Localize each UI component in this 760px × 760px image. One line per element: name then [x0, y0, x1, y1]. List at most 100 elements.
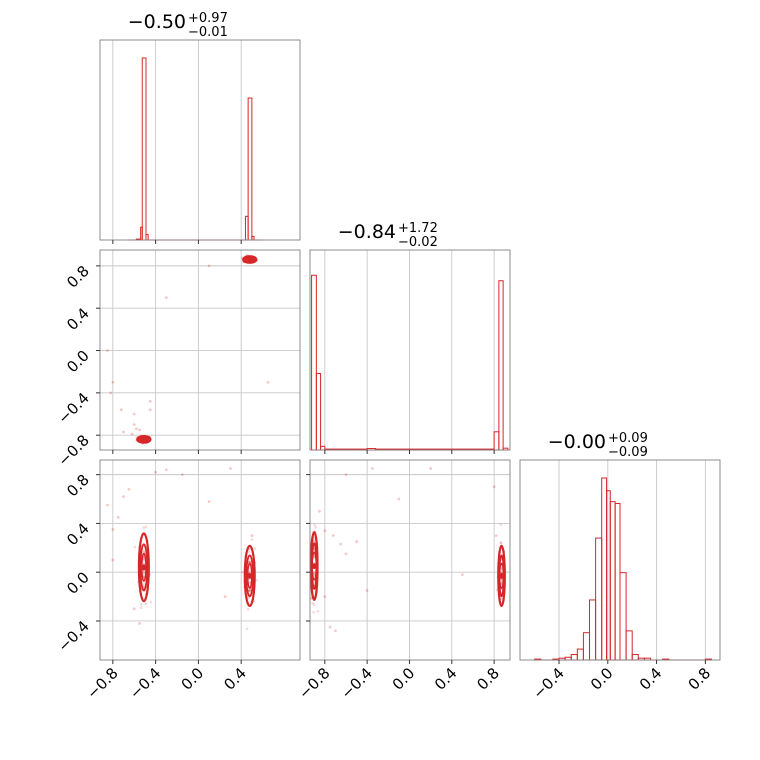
pair-1-contour-0-0 — [137, 532, 150, 603]
pair-2-cluster-core-1 — [499, 572, 504, 579]
pair-1-sample-point — [142, 582, 146, 586]
diag-2-hist-bar-9 — [595, 537, 603, 661]
pair-2-sample-point — [312, 610, 315, 614]
pair-2-cluster-core-0 — [312, 563, 317, 570]
diag-1-hist-bar-0 — [311, 274, 317, 451]
diag-2-hist-bar-11 — [606, 490, 611, 661]
diag-1-title-value: −0.84 — [338, 221, 396, 243]
pair-2-contour-0-0 — [309, 531, 319, 602]
pair-2-scatter-point-12 — [460, 573, 464, 577]
diag-2-hist-bar-8 — [589, 599, 597, 661]
pair-2-sample-point — [311, 601, 314, 605]
pair-0-scatter-point-14 — [109, 391, 113, 395]
diag-1-hist-bar-2 — [320, 445, 326, 451]
pair-2-scatter-point-11 — [429, 467, 433, 470]
diag-1-title-upper: +1.72 — [398, 221, 438, 236]
pair-1-sample-point — [142, 526, 146, 529]
pair-1-sample-point — [246, 607, 250, 611]
diag-0-hist-bar-8 — [247, 97, 253, 241]
pair-2-scatter-point-13 — [492, 485, 496, 489]
pair-1-scatter-point-4 — [154, 470, 158, 474]
pair-1-sample-point — [144, 525, 148, 529]
diag-1-title-lower: −0.02 — [398, 235, 438, 250]
diag-1-hist-bar-6 — [493, 431, 500, 451]
pair-2-scatter-point-10 — [397, 497, 401, 501]
pair-1-contour-1-1 — [245, 554, 255, 598]
pair-0-scatter-point-0 — [111, 380, 115, 384]
diag-2-hist-bar-13 — [614, 502, 621, 661]
pair-2-scatter-point-3 — [339, 542, 343, 546]
pair-1-cluster-core-0 — [141, 564, 146, 571]
pair-2-scatter-point-2 — [331, 534, 335, 538]
diag-2-hist-bar-7 — [582, 632, 591, 661]
pair-0-scatter-point-2 — [132, 423, 136, 427]
pair-0-scatter-point-6 — [207, 264, 211, 268]
diag-1-hist-bar-7 — [498, 280, 504, 451]
pair-0-scatter-point-5 — [164, 296, 168, 300]
ytick-label-row2-3: 0.8 — [63, 471, 93, 501]
pair-2-scatter-point-9 — [371, 467, 374, 470]
pair-2-scatter-point-14 — [494, 534, 498, 538]
xtick-label-col0-1: −0.4 — [126, 664, 164, 702]
pair-0-cluster-core-1 — [247, 256, 252, 263]
pair-2-scatter-point-8 — [344, 473, 348, 477]
diag-2-hist-bar-16 — [631, 654, 639, 661]
diag-0-hist-bar-9 — [251, 235, 255, 241]
pair-2-scatter-point-15 — [355, 540, 358, 544]
pair-2-sample-point — [314, 526, 318, 529]
ytick-label-row1-0: −0.8 — [54, 431, 92, 469]
pair-0-scatter-point-9 — [122, 430, 125, 434]
pair-0-scatter-point-11 — [134, 427, 138, 431]
xtick-label-col2-1: 0.0 — [587, 664, 617, 694]
pair-1-sample-point — [139, 603, 143, 606]
pair-1-contour-0-1 — [139, 543, 149, 592]
pair-1-sample-point — [133, 545, 137, 549]
pair-1-frame — [99, 459, 301, 661]
diag-2-hist-bar-6 — [576, 648, 584, 661]
pair-2-scatter-point-1 — [323, 529, 327, 533]
ytick-label-row1-1: −0.4 — [54, 389, 92, 427]
pair-0-scatter-point-8 — [106, 349, 109, 352]
pair-2-sample-point — [312, 603, 316, 607]
pair-1-sample-point — [247, 588, 251, 592]
pair-1-sample-point — [248, 560, 252, 563]
xtick-label-col0-0: −0.8 — [83, 664, 121, 702]
pair-0-scatter-point-4 — [148, 399, 152, 403]
pair-0-scatter-point-7 — [266, 380, 270, 384]
xtick-label-col0-2: 0.0 — [178, 664, 208, 694]
pair-1-sample-point — [245, 627, 249, 631]
pair-2-sample-point — [313, 573, 316, 576]
pair-1-scatter-point-2 — [122, 495, 125, 498]
pair-0-contour-0-0 — [136, 435, 152, 444]
pair-1-scatter-point-14 — [116, 515, 120, 519]
pair-2-scatter-point-7 — [333, 629, 337, 633]
diag-0-title-lower: −0.01 — [188, 25, 228, 40]
pair-1-contour-1-0 — [243, 544, 256, 608]
pair-0-scatter-point-3 — [138, 428, 141, 432]
ytick-label-row2-1: 0.0 — [63, 568, 93, 598]
pair-1-cluster-core-1 — [247, 572, 252, 579]
pair-2-scatter-point-0 — [318, 509, 321, 513]
diag-2-hist-bar-5 — [570, 654, 578, 661]
diag-0-frame — [99, 39, 301, 241]
diag-0-title-upper: +0.97 — [188, 11, 228, 26]
diag-2-hist-bar-12 — [609, 501, 616, 661]
pair-2-scatter-point-5 — [323, 595, 327, 598]
xtick-label-col1-0: −0.8 — [295, 664, 333, 702]
pair-1-scatter-point-6 — [180, 473, 184, 477]
diag-2-hist-bar-14 — [619, 572, 627, 661]
pair-1-sample-point — [241, 570, 244, 574]
pair-0-scatter-point-1 — [119, 408, 123, 412]
ytick-label-row2-2: 0.4 — [63, 520, 93, 550]
diag-0-hist-bar-4 — [141, 57, 147, 241]
pair-2-sample-point — [312, 539, 316, 543]
pair-1-sample-point — [142, 571, 146, 574]
pair-1-sample-point — [253, 547, 257, 550]
xtick-label-col0-3: 0.4 — [220, 664, 250, 694]
pair-0-scatter-point-13 — [132, 412, 136, 416]
pair-0-frame — [99, 249, 301, 451]
pair-2-scatter-point-16 — [365, 589, 369, 592]
pair-1-scatter-point-3 — [127, 487, 131, 491]
pair-2-sample-point — [316, 609, 320, 613]
pair-2-contour-1-0 — [497, 544, 506, 608]
